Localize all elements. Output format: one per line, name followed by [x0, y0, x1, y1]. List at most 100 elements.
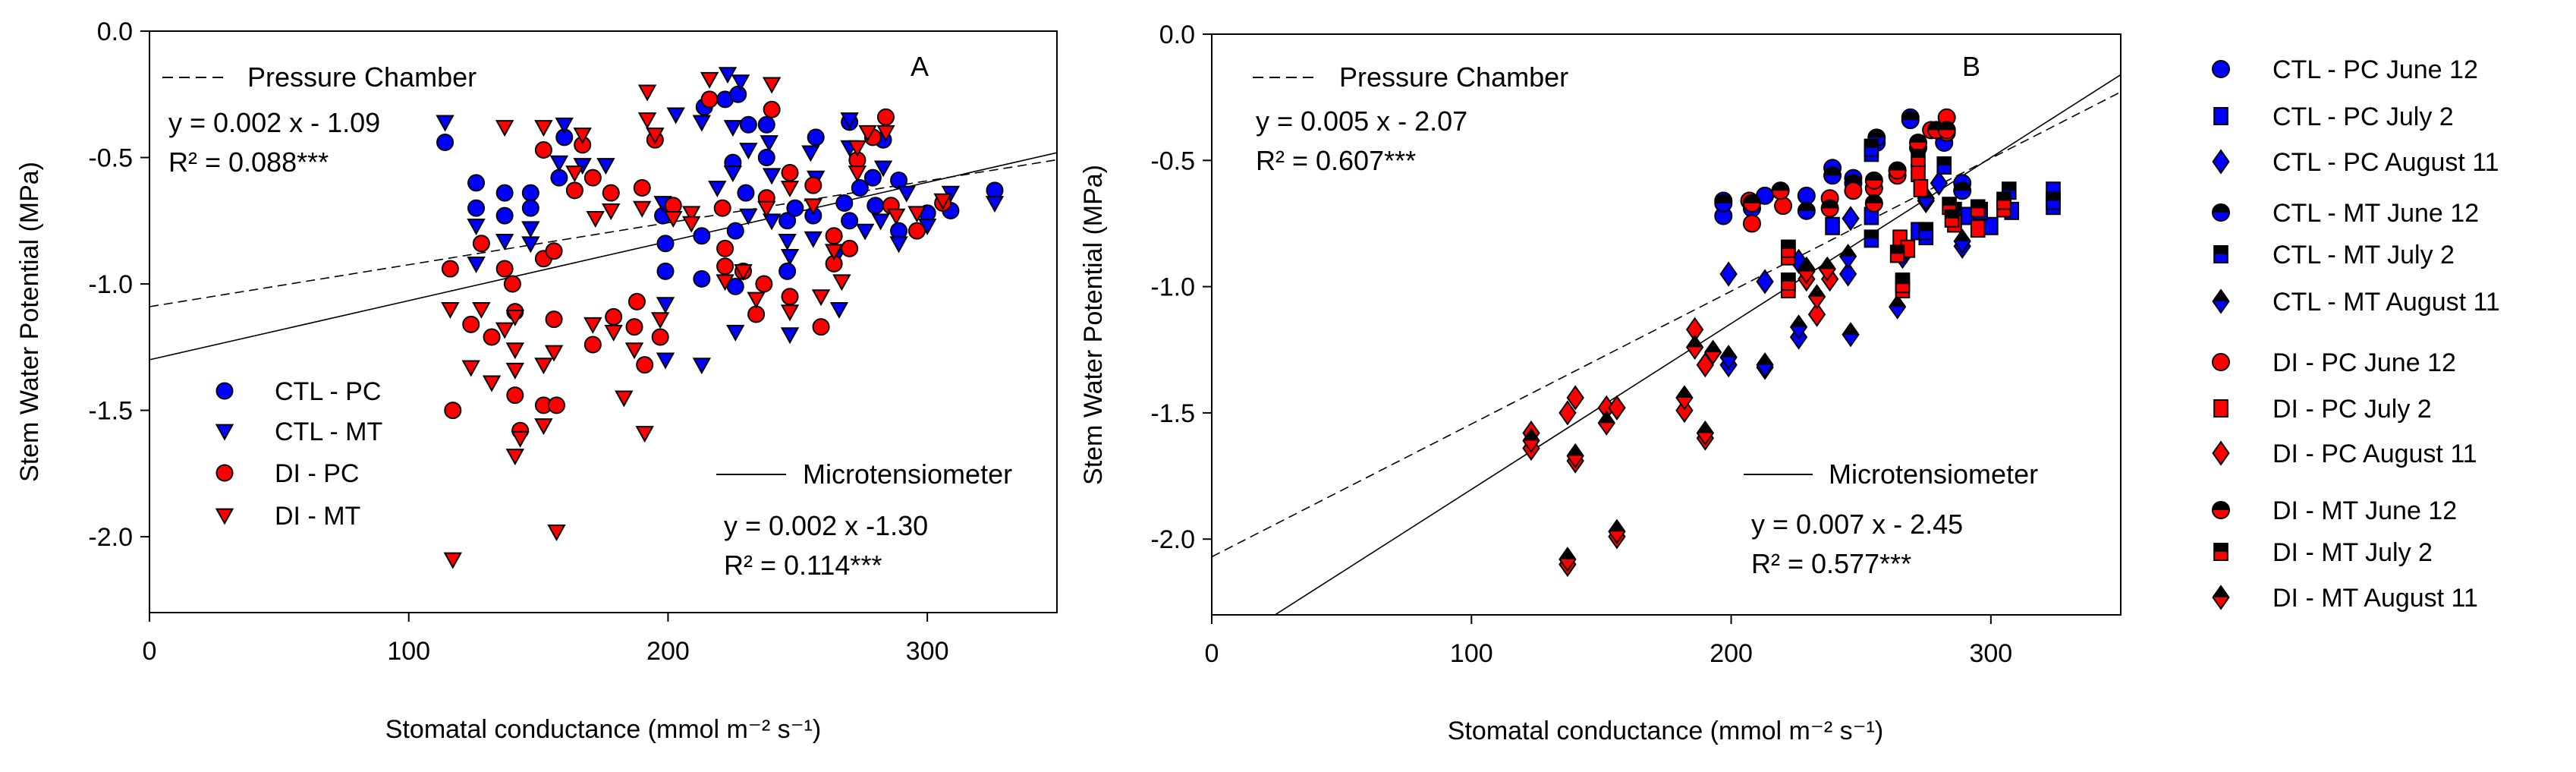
data-point	[624, 342, 644, 360]
data-point	[467, 257, 486, 273]
data-point	[495, 322, 514, 339]
circle-marker-shape	[605, 307, 623, 326]
data-point	[825, 227, 843, 245]
data-point	[637, 112, 657, 130]
y-tick-label: 0.0	[97, 17, 133, 46]
circle-marker-shape	[472, 235, 490, 253]
data-point	[521, 221, 540, 238]
data-point	[1807, 301, 1826, 327]
legend-marker	[2213, 107, 2228, 125]
square-marker-top-half	[1911, 149, 1925, 158]
data-point	[907, 222, 926, 240]
data-point	[1864, 171, 1883, 190]
fit-r2-pressure-chamber: R² = 0.607***	[1256, 145, 1416, 176]
data-point	[1771, 181, 1790, 200]
y-tick-label: 0.0	[1159, 20, 1195, 49]
circle-marker-shape	[700, 90, 719, 109]
triangle-marker-shape	[534, 418, 553, 436]
diamond-marker-top-half	[1676, 386, 1693, 398]
triangle-marker-shape	[780, 181, 800, 198]
triangle-marker-shape	[829, 301, 849, 319]
data-point	[646, 128, 665, 145]
square-marker-top-half	[1895, 276, 1910, 285]
legend-item-ctl-mt-july-2: CTL - MT July 2	[2213, 241, 2455, 269]
data-point	[1844, 181, 1863, 200]
data-point	[755, 275, 773, 293]
circle-marker-shape	[786, 199, 804, 217]
data-point	[547, 396, 565, 414]
y-axis-label: Stem Water Potential (MPa)	[15, 162, 44, 482]
data-point	[443, 552, 463, 569]
data-point	[1719, 261, 1738, 287]
triangle-marker-shape	[573, 128, 592, 145]
diamond-marker-shape	[1675, 397, 1694, 424]
circle-marker-shape	[651, 328, 669, 346]
data-point	[716, 257, 734, 276]
data-point	[441, 301, 460, 319]
data-point	[1807, 284, 1826, 310]
square-marker-top-half	[1864, 230, 1879, 239]
triangle-marker-shape	[876, 124, 895, 142]
data-point	[1818, 256, 1836, 282]
legend-label: DI - PC June 12	[2272, 348, 2456, 377]
circle-marker-shape	[503, 275, 521, 293]
data-point	[780, 327, 800, 345]
data-point	[495, 120, 514, 137]
legend-item-di-pc-june-12: DI - PC June 12	[2212, 348, 2456, 377]
data-point	[596, 158, 615, 175]
diamond-marker-top-half	[1798, 260, 1815, 272]
data-point	[565, 165, 584, 183]
triangle-marker-shape	[739, 143, 758, 160]
triangle-marker-shape	[708, 181, 727, 198]
triangle-marker-shape	[467, 219, 486, 236]
square-marker-top-half	[1937, 156, 1952, 165]
data-point	[737, 184, 755, 202]
data-point	[666, 107, 685, 124]
diamond-marker-top-half	[1791, 315, 1807, 327]
diamond-marker-top-half	[1705, 341, 1722, 353]
data-point	[804, 176, 822, 194]
data-point	[651, 328, 669, 346]
square-marker-top-half	[2214, 246, 2228, 254]
data-point	[739, 208, 758, 225]
triangle-marker-shape	[505, 342, 525, 360]
data-point	[637, 84, 657, 102]
legend-label: DI - MT	[275, 502, 360, 531]
legend-item-ctl-pc: CTL - PC	[215, 377, 381, 406]
legend-label: CTL - MT June 12	[2272, 199, 2479, 228]
triangle-marker-shape	[747, 291, 766, 309]
data-point	[650, 312, 670, 329]
triangle-marker-shape	[858, 124, 877, 142]
triangle-marker-shape	[602, 203, 621, 221]
diamond-marker-top-half	[1840, 244, 1857, 257]
legend-item-ctl-pc-august-11: CTL - PC August 11	[2212, 148, 2499, 177]
fit-line-microtensiometer	[149, 152, 1057, 361]
x-tick-label: 200	[1709, 639, 1753, 668]
circle-marker-top-half	[1715, 194, 1732, 203]
square-marker-top-half	[1919, 222, 1933, 232]
data-point	[1742, 194, 1761, 213]
circle-marker-top-half	[2213, 204, 2229, 213]
circle-marker-shape	[841, 239, 859, 257]
y-axis-label: Stem Water Potential (MPa)	[1079, 165, 1108, 485]
diamond-marker-top-half	[1697, 421, 1713, 433]
circle-marker-shape	[747, 305, 766, 323]
data-point	[897, 185, 917, 203]
circle-marker-shape	[2212, 60, 2230, 78]
square-marker-shape	[1913, 178, 1929, 197]
circle-marker-shape	[521, 184, 539, 202]
legend-item-ctl-mt: CTL - MT	[215, 418, 382, 446]
data-point	[483, 328, 501, 346]
data-point	[583, 317, 602, 334]
triangle-marker-shape	[555, 117, 574, 134]
circle-marker-shape	[1742, 214, 1761, 233]
data-point	[848, 165, 867, 183]
y-tick-label: -2.0	[1150, 525, 1195, 554]
series-di-mt-june-12	[1742, 121, 1956, 218]
data-point	[505, 449, 525, 466]
data-point	[832, 274, 851, 291]
legend-item-ctl-pc-june-12: CTL - PC June 12	[2212, 55, 2478, 84]
data-point	[534, 141, 552, 159]
circle-marker-shape	[781, 164, 799, 182]
triangle-marker-shape	[757, 200, 776, 218]
